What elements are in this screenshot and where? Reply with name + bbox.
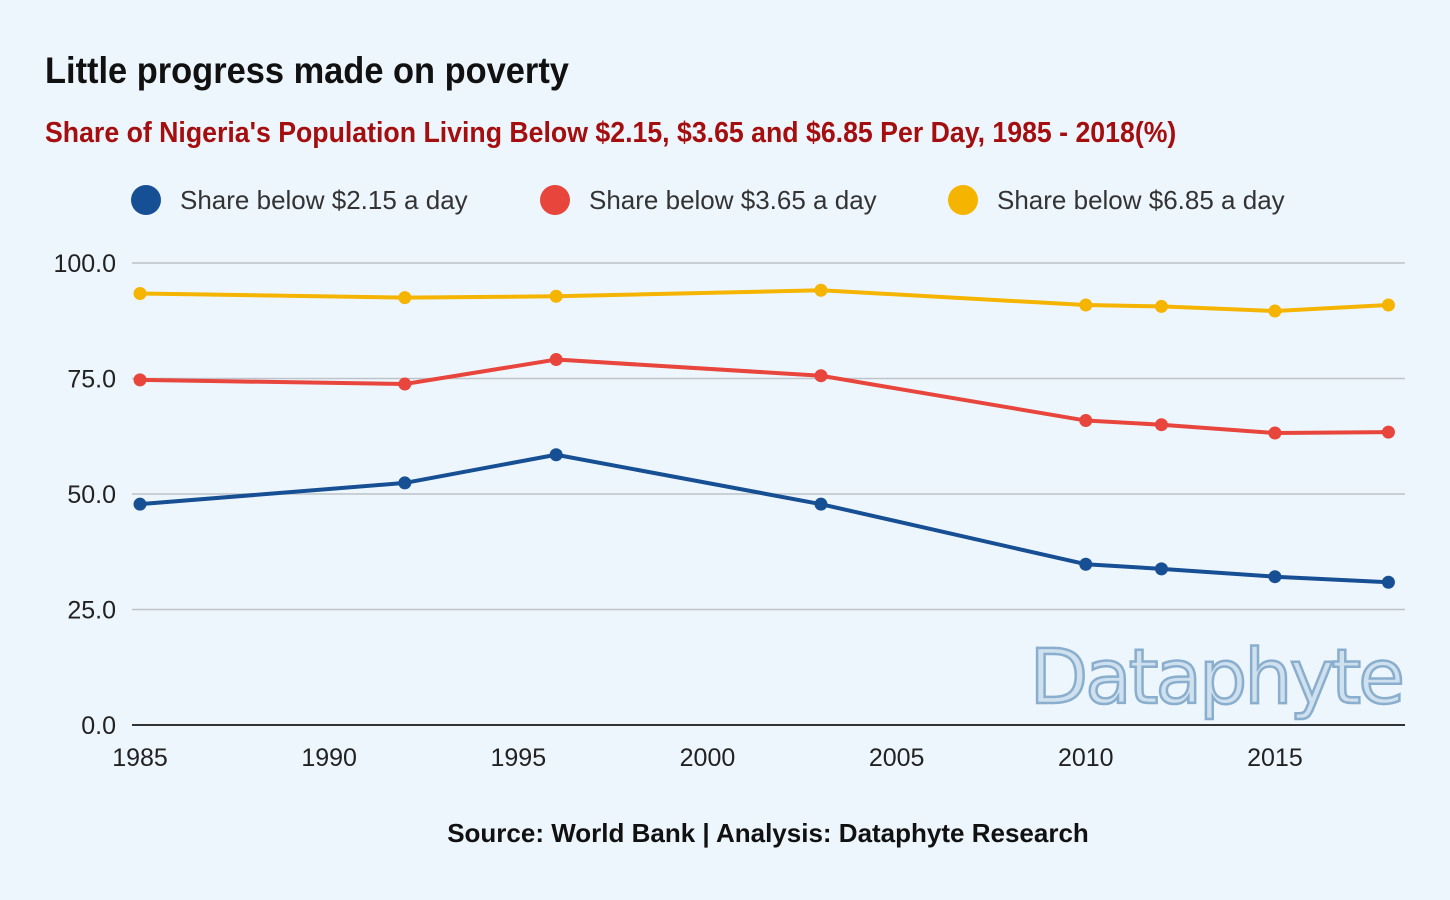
source-note: Source: World Bank | Analysis: Dataphyte… bbox=[447, 818, 1089, 848]
data-point bbox=[814, 283, 828, 297]
data-point bbox=[549, 448, 563, 462]
data-point bbox=[398, 476, 412, 490]
series-lines bbox=[133, 283, 1395, 589]
y-tick-label: 50.0 bbox=[67, 481, 116, 509]
data-point bbox=[1079, 557, 1093, 571]
chart-title: Little progress made on poverty bbox=[45, 50, 569, 91]
data-point bbox=[814, 369, 828, 383]
series-line bbox=[138, 288, 1391, 314]
data-point bbox=[1154, 299, 1168, 313]
data-point bbox=[398, 377, 412, 391]
legend: Share below $2.15 a day Share below $3.65… bbox=[131, 185, 1285, 215]
data-point bbox=[1268, 304, 1282, 318]
series-2 bbox=[133, 353, 1395, 440]
data-point bbox=[1154, 418, 1168, 432]
data-point bbox=[549, 289, 563, 303]
legend-marker bbox=[540, 185, 570, 215]
x-tick-label: 2005 bbox=[869, 744, 925, 772]
data-point bbox=[398, 291, 412, 305]
y-tick-label: 0.0 bbox=[81, 712, 116, 740]
data-point bbox=[1154, 562, 1168, 576]
legend-label: Share below $3.65 a day bbox=[589, 185, 877, 215]
x-tick-label: 1995 bbox=[491, 744, 547, 772]
series-line bbox=[138, 452, 1391, 585]
data-point bbox=[549, 353, 563, 367]
series-line bbox=[138, 357, 1391, 436]
y-axis: 0.0 25.0 50.0 75.0 100.0 bbox=[53, 250, 116, 740]
legend-label: Share below $6.85 a day bbox=[997, 185, 1285, 215]
legend-marker bbox=[131, 185, 161, 215]
data-point bbox=[1079, 298, 1093, 312]
data-point bbox=[814, 497, 828, 511]
data-point bbox=[1381, 298, 1395, 312]
y-tick-label: 75.0 bbox=[67, 366, 116, 394]
data-point bbox=[1079, 414, 1093, 428]
data-point bbox=[1268, 570, 1282, 584]
x-tick-label: 1990 bbox=[301, 744, 357, 772]
data-point bbox=[133, 497, 147, 511]
data-point bbox=[133, 373, 147, 387]
dataphyte-watermark: Dataphyte bbox=[1030, 632, 1402, 721]
x-axis: 1985 1990 1995 2000 2005 2010 2015 bbox=[112, 744, 1303, 772]
y-tick-label: 100.0 bbox=[53, 250, 116, 278]
x-tick-label: 2010 bbox=[1058, 744, 1114, 772]
x-tick-label: 2000 bbox=[680, 744, 736, 772]
x-tick-label: 1985 bbox=[112, 744, 168, 772]
data-point bbox=[1381, 425, 1395, 439]
data-point bbox=[1381, 575, 1395, 589]
data-point bbox=[1268, 426, 1282, 440]
series-1 bbox=[133, 448, 1395, 589]
x-tick-label: 2015 bbox=[1247, 744, 1303, 772]
y-tick-label: 25.0 bbox=[67, 597, 116, 625]
data-point bbox=[133, 286, 147, 300]
legend-marker bbox=[948, 185, 978, 215]
legend-label: Share below $2.15 a day bbox=[180, 185, 468, 215]
chart-subtitle: Share of Nigeria's Population Living Bel… bbox=[45, 117, 1177, 149]
series-3 bbox=[133, 283, 1395, 318]
